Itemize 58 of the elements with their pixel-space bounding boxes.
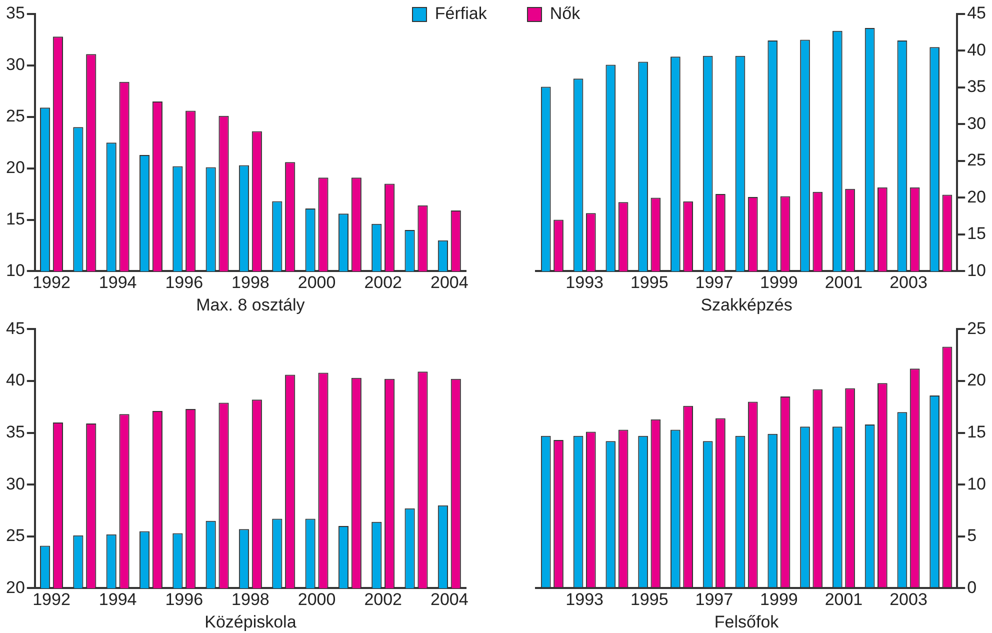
x-tick-label: 2000 <box>298 273 336 292</box>
y-tick-label: 40 <box>6 370 25 390</box>
legend-label: Férfiak <box>434 4 487 24</box>
y-tick-label: 30 <box>6 474 25 494</box>
y-tick-label: 5 <box>967 526 977 546</box>
y-tick-label: 45 <box>6 318 25 338</box>
y-tick-label: 35 <box>6 4 25 23</box>
y-tick-label: 30 <box>6 55 25 74</box>
legend-label: Nők <box>550 4 580 24</box>
x-tick-label: 1999 <box>760 273 798 292</box>
y-tick-label: 25 <box>967 150 986 170</box>
y-tick-label: 15 <box>6 209 25 228</box>
x-tick-label: 2003 <box>890 590 928 610</box>
x-tick-label: 1995 <box>630 590 668 610</box>
y-tick-label: 45 <box>967 4 986 23</box>
x-tick-label: 1999 <box>760 590 798 610</box>
x-tick-label: 2000 <box>298 590 336 610</box>
y-tick-label: 10 <box>967 474 986 494</box>
y-tick-label: 20 <box>6 578 25 597</box>
y-tick-label: 25 <box>6 106 25 126</box>
y-tick-label: 20 <box>6 158 25 178</box>
x-tick-label: 1998 <box>232 590 270 610</box>
y-tick-label: 35 <box>6 422 25 442</box>
y-tick-label: 35 <box>967 77 986 96</box>
y-tick-label: 20 <box>967 370 986 390</box>
x-tick-label: 1997 <box>695 273 734 292</box>
y-tick-label: 40 <box>967 40 986 60</box>
x-tick-label: 2004 <box>430 590 468 610</box>
x-tick-label: 2003 <box>890 273 928 292</box>
x-tick-label: 2004 <box>430 273 468 292</box>
x-tick-label: 2001 <box>824 273 863 292</box>
y-tick-label: 20 <box>967 187 986 206</box>
x-tick-label: 1992 <box>32 273 70 292</box>
x-axis-title: Max. 8 osztály <box>196 295 306 314</box>
y-tick-label: 25 <box>6 526 25 546</box>
y-tick-label: 15 <box>967 224 986 244</box>
x-tick-label: 1995 <box>630 273 668 292</box>
x-tick-label: 1992 <box>32 590 70 610</box>
y-tick-label: 15 <box>967 422 986 442</box>
x-tick-label: 1998 <box>232 273 270 292</box>
y-tick-label: 10 <box>6 260 25 280</box>
x-tick-label: 1994 <box>98 273 137 292</box>
y-tick-label: 30 <box>967 114 986 133</box>
x-tick-label: 2002 <box>364 273 402 292</box>
y-tick-label: 10 <box>967 260 986 280</box>
x-tick-label: 1993 <box>566 590 604 610</box>
x-tick-label: 2002 <box>364 590 402 610</box>
x-tick-label: 1993 <box>566 273 604 292</box>
x-tick-label: 1997 <box>695 590 734 610</box>
x-axis-title: Szakképzés <box>700 295 792 314</box>
x-tick-label: 2001 <box>824 590 863 610</box>
x-tick-label: 1996 <box>165 273 204 292</box>
x-axis-title: Középiskola <box>204 612 297 632</box>
x-tick-label: 1996 <box>165 590 204 610</box>
y-tick-label: 25 <box>967 318 986 338</box>
y-tick-label: 0 <box>967 578 977 597</box>
x-axis-title: Felsőfok <box>714 612 780 632</box>
x-tick-label: 1994 <box>98 590 137 610</box>
